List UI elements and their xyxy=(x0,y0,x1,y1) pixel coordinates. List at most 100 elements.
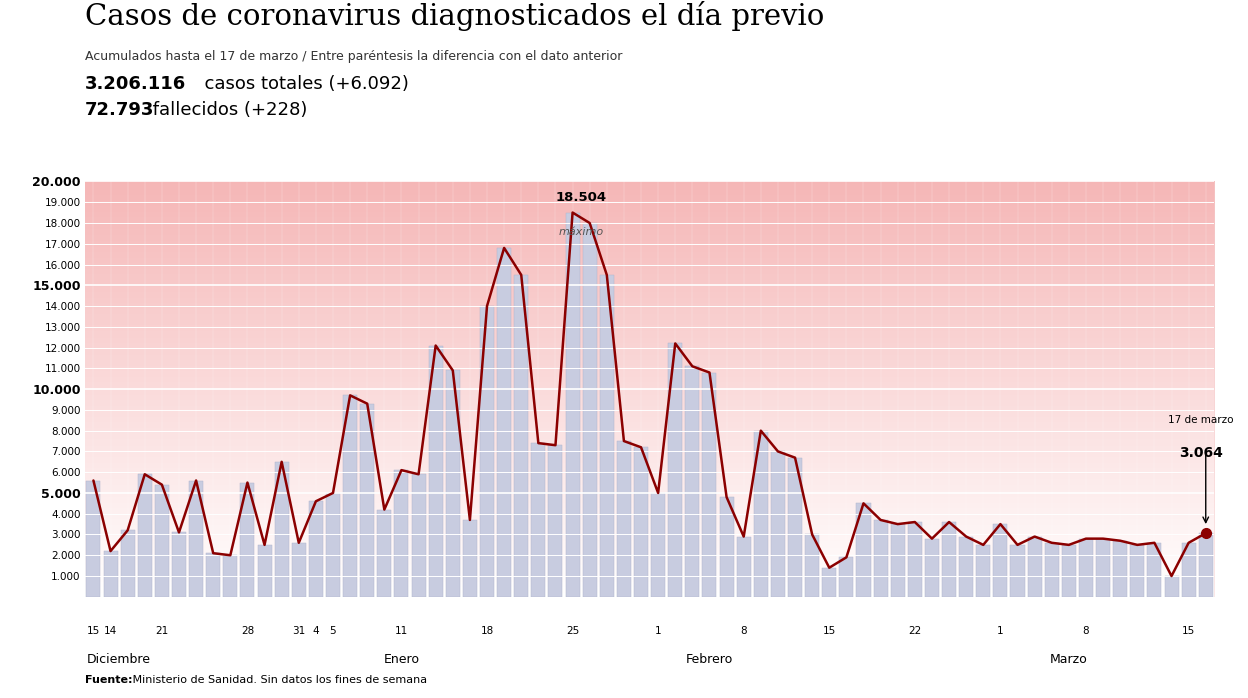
Bar xyxy=(85,476,1214,477)
Text: 17 de marzo: 17 de marzo xyxy=(1168,415,1233,425)
Bar xyxy=(85,452,1214,453)
Bar xyxy=(85,221,1214,222)
Bar xyxy=(85,539,1214,540)
Bar xyxy=(1199,533,1213,597)
Bar xyxy=(85,445,1214,446)
Bar xyxy=(840,557,854,597)
Bar xyxy=(85,525,1214,526)
Bar xyxy=(85,533,1214,535)
Bar xyxy=(85,435,1214,436)
Bar xyxy=(85,284,1214,285)
Bar xyxy=(428,346,443,597)
Bar xyxy=(85,256,1214,258)
Bar xyxy=(85,342,1214,343)
Bar xyxy=(85,277,1214,279)
Bar xyxy=(85,576,1214,577)
Bar xyxy=(85,422,1214,424)
Bar xyxy=(85,241,1214,242)
Bar xyxy=(85,370,1214,371)
Bar xyxy=(85,237,1214,238)
Bar xyxy=(85,343,1214,345)
Bar xyxy=(85,204,1214,205)
Bar xyxy=(1182,543,1196,597)
Bar xyxy=(85,446,1214,447)
Bar xyxy=(85,181,1214,183)
Bar xyxy=(85,464,1214,466)
Bar xyxy=(85,546,1214,547)
Bar xyxy=(85,230,1214,231)
Bar xyxy=(85,317,1214,318)
Bar xyxy=(85,215,1214,216)
Bar xyxy=(85,364,1214,366)
Bar xyxy=(137,474,152,597)
Bar xyxy=(85,417,1214,418)
Bar xyxy=(85,385,1214,387)
Bar xyxy=(85,387,1214,388)
Text: Diciembre: Diciembre xyxy=(87,653,151,666)
Bar xyxy=(85,429,1214,431)
Bar xyxy=(85,407,1214,408)
Bar xyxy=(85,383,1214,384)
Bar xyxy=(85,554,1214,556)
Bar xyxy=(85,339,1214,341)
Bar xyxy=(85,490,1214,491)
Bar xyxy=(891,524,905,597)
Bar xyxy=(85,393,1214,394)
Bar xyxy=(85,298,1214,299)
Bar xyxy=(720,497,734,597)
Bar xyxy=(85,223,1214,224)
Text: Enero: Enero xyxy=(383,653,419,666)
Text: 3.064: 3.064 xyxy=(1178,446,1223,460)
Bar xyxy=(907,522,922,597)
Bar xyxy=(85,214,1214,215)
Bar xyxy=(617,441,631,597)
Bar xyxy=(85,235,1214,237)
Bar xyxy=(85,438,1214,439)
Text: 15: 15 xyxy=(87,626,100,636)
Bar xyxy=(85,249,1214,251)
Bar xyxy=(85,468,1214,470)
Text: 28: 28 xyxy=(241,626,255,636)
Bar xyxy=(85,403,1214,404)
Text: 18.504: 18.504 xyxy=(555,191,607,205)
Bar xyxy=(85,514,1214,515)
Bar xyxy=(85,460,1214,461)
Bar xyxy=(514,275,528,597)
Bar xyxy=(85,187,1214,188)
Bar xyxy=(85,504,1214,505)
Bar xyxy=(85,544,1214,546)
Bar xyxy=(85,475,1214,476)
Bar xyxy=(85,373,1214,374)
Bar xyxy=(85,428,1214,429)
Bar xyxy=(85,413,1214,414)
Bar xyxy=(85,346,1214,348)
Bar xyxy=(85,494,1214,496)
Bar xyxy=(85,200,1214,201)
Bar xyxy=(85,224,1214,225)
Bar xyxy=(85,563,1214,565)
Bar xyxy=(85,262,1214,263)
Bar xyxy=(85,285,1214,287)
Bar xyxy=(85,511,1214,512)
Bar xyxy=(377,510,392,597)
Bar xyxy=(85,565,1214,566)
Bar xyxy=(85,287,1214,288)
Bar xyxy=(85,594,1214,595)
Text: 11: 11 xyxy=(394,626,408,636)
Bar xyxy=(85,228,1214,230)
Bar xyxy=(85,497,1214,498)
Bar xyxy=(85,245,1214,246)
Bar xyxy=(85,572,1214,573)
Text: Acumulados hasta el 17 de marzo / Entre paréntesis la diferencia con el dato ant: Acumulados hasta el 17 de marzo / Entre … xyxy=(85,50,623,64)
Text: 4: 4 xyxy=(312,626,319,636)
Bar xyxy=(85,193,1214,194)
Bar xyxy=(85,566,1214,567)
Bar xyxy=(85,349,1214,350)
Bar xyxy=(1147,543,1162,597)
Bar xyxy=(85,292,1214,294)
Bar xyxy=(275,462,288,597)
Bar xyxy=(85,359,1214,360)
Bar xyxy=(85,547,1214,549)
Bar xyxy=(1096,539,1109,597)
Bar xyxy=(104,551,117,597)
